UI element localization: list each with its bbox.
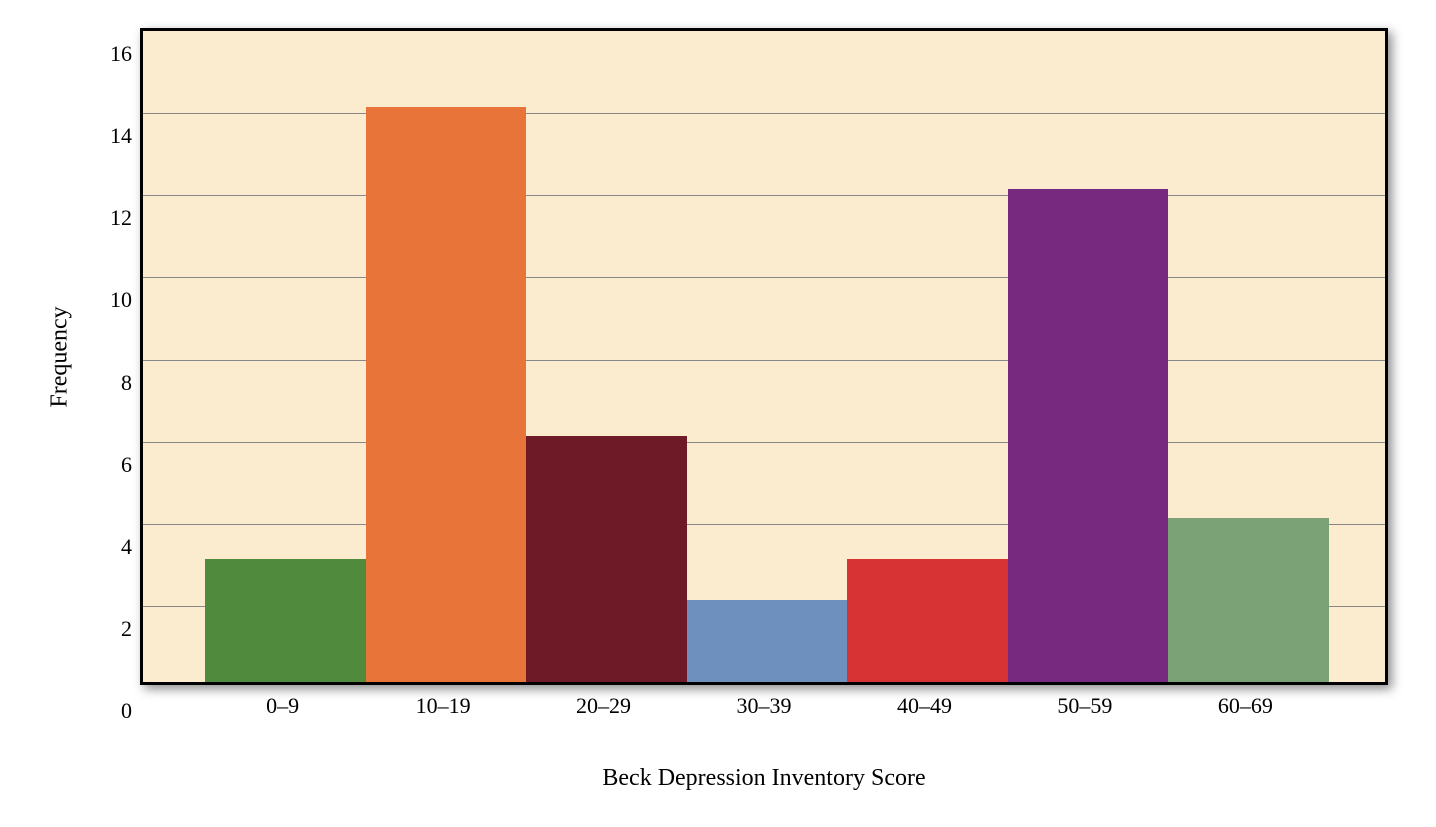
bar (366, 107, 526, 682)
bar (687, 600, 847, 682)
y-tick-label: 0 (121, 698, 132, 724)
x-tick-label: 50–59 (1057, 693, 1112, 719)
grid-line (143, 442, 1385, 443)
y-tick-label: 16 (110, 41, 132, 67)
x-tick-label: 40–49 (897, 693, 952, 719)
chart-stage: 0 2 4 6 8 10 12 14 16 0–9 10–19 20–29 30–39 40–49 50–… (0, 0, 1436, 827)
x-axis-title: Beck Depression Inventory Score (602, 765, 925, 792)
grid-line (143, 360, 1385, 361)
grid-line (143, 277, 1385, 278)
bar (1168, 518, 1328, 682)
y-tick-label: 8 (121, 370, 132, 396)
bar (1008, 189, 1168, 682)
x-tick-label: 20–29 (576, 693, 631, 719)
bar (526, 436, 686, 682)
x-tick-label: 0–9 (266, 693, 299, 719)
grid-line (143, 195, 1385, 196)
y-axis-title: Frequency (47, 306, 74, 407)
x-tick-label: 60–69 (1218, 693, 1273, 719)
y-tick-label: 2 (121, 616, 132, 642)
bar (847, 559, 1007, 682)
x-tick-label: 30–39 (737, 693, 792, 719)
y-tick-label: 14 (110, 123, 132, 149)
plot-area (140, 28, 1388, 685)
y-tick-label: 6 (121, 452, 132, 478)
y-tick-label: 10 (110, 287, 132, 313)
y-tick-label: 4 (121, 534, 132, 560)
y-tick-label: 12 (110, 205, 132, 231)
grid-line (143, 113, 1385, 114)
x-tick-label: 10–19 (416, 693, 471, 719)
bar (205, 559, 365, 682)
